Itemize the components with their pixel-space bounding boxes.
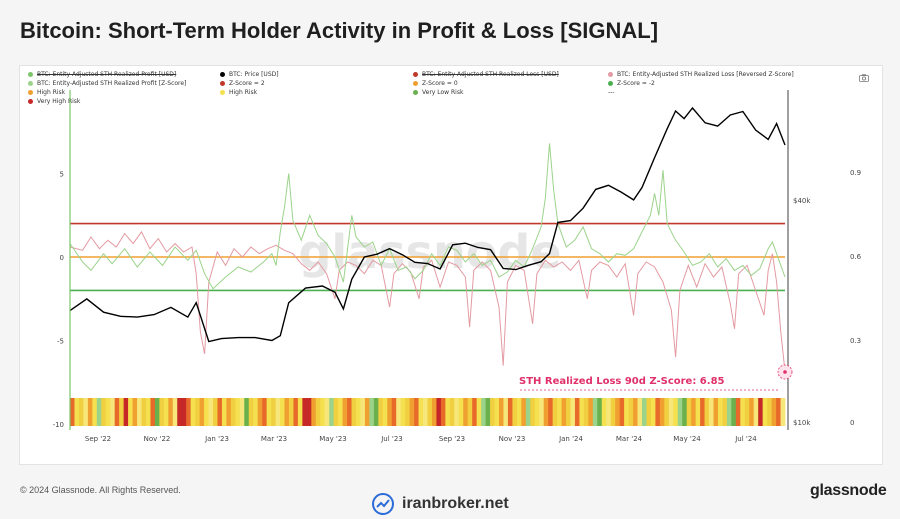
- chart-logo-icon: [372, 493, 394, 515]
- legend-swatch: [28, 90, 33, 95]
- legend-item[interactable]: Very High Risk: [28, 98, 80, 105]
- legend-item[interactable]: Z-Score = 0: [413, 80, 458, 87]
- legend-label: High Risk: [37, 89, 66, 96]
- legend-swatch: [220, 90, 225, 95]
- legend-item[interactable]: High Risk: [28, 89, 65, 96]
- legend-label: ---: [608, 89, 615, 96]
- legend-swatch: [220, 72, 225, 77]
- footer-brand: glassnode: [810, 482, 887, 499]
- legend-item[interactable]: ---: [608, 89, 615, 96]
- legend-swatch: [413, 81, 418, 86]
- legend-swatch: [28, 72, 33, 77]
- legend-swatch: [413, 72, 418, 77]
- legend-label: Very High Risk: [37, 98, 81, 105]
- legend-swatch: [220, 81, 225, 86]
- legend-label: BTC: Entity-Adjusted STH Realized Profit…: [37, 80, 187, 87]
- legend-swatch: [608, 72, 613, 77]
- legend-label: Very Low Risk: [422, 89, 464, 96]
- page-title: Bitcoin: Short-Term Holder Activity in P…: [20, 18, 659, 43]
- legend-item[interactable]: BTC: Entity-Adjusted STH Realized Profit…: [28, 71, 176, 78]
- legend-item[interactable]: High Risk: [220, 89, 257, 96]
- legend-item[interactable]: BTC: Entity-Adjusted STH Realized Profit…: [28, 80, 186, 87]
- legend-label: BTC: Price [USD]: [229, 71, 279, 78]
- legend-item[interactable]: Z-Score = 2: [220, 80, 265, 87]
- legend-label: Z-Score = 0: [422, 80, 458, 87]
- footer-site[interactable]: iranbroker.net: [372, 493, 509, 515]
- legend-item[interactable]: BTC: Entity-Adjusted STH Realized Loss […: [608, 71, 794, 78]
- legend-item[interactable]: Z-Score = -2: [608, 80, 655, 87]
- footer-copyright: © 2024 Glassnode. All Rights Reserved.: [20, 485, 181, 495]
- legend-label: High Risk: [229, 89, 258, 96]
- legend-label: BTC: Entity-Adjusted STH Realized Loss […: [617, 71, 794, 78]
- legend-item[interactable]: BTC: Price [USD]: [220, 71, 279, 78]
- legend-item[interactable]: BTC: Entity-Adjusted STH Realized Loss […: [413, 71, 559, 78]
- legend-label: Z-Score = 2: [229, 80, 265, 87]
- legend-label: Z-Score = -2: [617, 80, 655, 87]
- legend-swatch: [413, 90, 418, 95]
- camera-icon[interactable]: [859, 74, 869, 82]
- chart-panel: [19, 65, 883, 465]
- chart-legend: BTC: Entity-Adjusted STH Realized Profit…: [28, 71, 808, 115]
- footer-site-label: iranbroker.net: [402, 495, 509, 512]
- legend-item[interactable]: Very Low Risk: [413, 89, 463, 96]
- legend-swatch: [28, 99, 33, 104]
- legend-swatch: [28, 81, 33, 86]
- legend-label: BTC: Entity-Adjusted STH Realized Profit…: [37, 71, 177, 78]
- legend-swatch: [608, 81, 613, 86]
- legend-label: BTC: Entity-Adjusted STH Realized Loss […: [422, 71, 559, 78]
